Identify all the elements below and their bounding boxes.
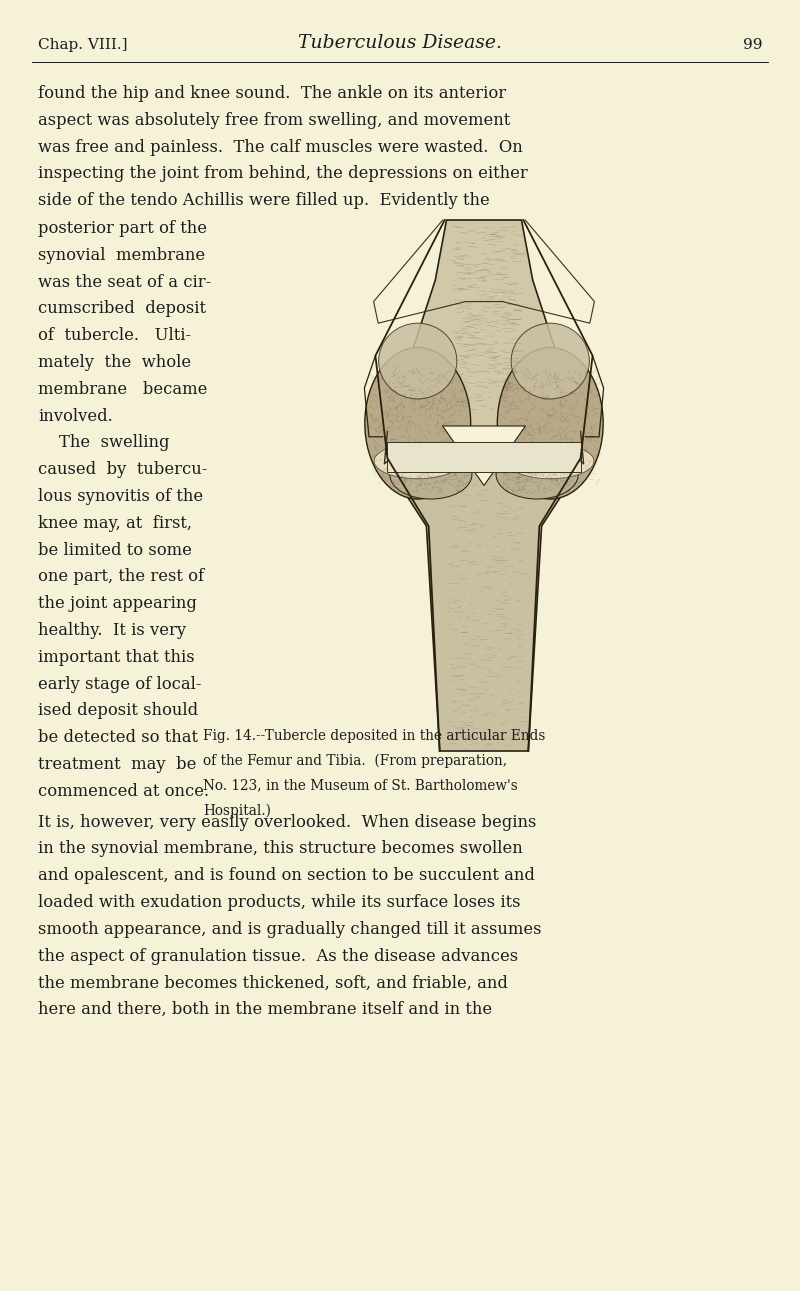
Text: aspect was absolutely free from swelling, and movement: aspect was absolutely free from swelling… (38, 112, 510, 129)
Text: involved.: involved. (38, 408, 113, 425)
Text: Tuberculous Disease.: Tuberculous Disease. (298, 34, 502, 52)
Ellipse shape (506, 444, 594, 479)
Text: Chap. VIII.]: Chap. VIII.] (38, 37, 127, 52)
Text: found the hip and knee sound.  The ankle on its anterior: found the hip and knee sound. The ankle … (38, 85, 506, 102)
Text: Hospital.): Hospital.) (203, 803, 271, 817)
Text: was the seat of a cir-: was the seat of a cir- (38, 274, 211, 290)
Text: No. 123, in the Museum of St. Bartholomew's: No. 123, in the Museum of St. Bartholome… (203, 778, 518, 793)
Ellipse shape (496, 451, 578, 500)
Text: membrane   became: membrane became (38, 381, 207, 398)
Text: and opalescent, and is found on section to be succulent and: and opalescent, and is found on section … (38, 868, 535, 884)
Text: cumscribed  deposit: cumscribed deposit (38, 301, 206, 318)
Text: inspecting the joint from behind, the depressions on either: inspecting the joint from behind, the de… (38, 165, 528, 182)
Polygon shape (387, 461, 581, 751)
Polygon shape (463, 443, 505, 461)
Text: loaded with exudation products, while its surface loses its: loaded with exudation products, while it… (38, 893, 521, 911)
Polygon shape (382, 219, 586, 434)
Text: in the synovial membrane, this structure becomes swollen: in the synovial membrane, this structure… (38, 840, 522, 857)
Ellipse shape (511, 323, 590, 399)
Text: the membrane becomes thickened, soft, and friable, and: the membrane becomes thickened, soft, an… (38, 975, 508, 991)
Ellipse shape (498, 347, 603, 500)
Text: synovial  membrane: synovial membrane (38, 247, 205, 263)
Text: of the Femur and Tibia.  (From preparation,: of the Femur and Tibia. (From preparatio… (203, 754, 507, 768)
Text: ised deposit should: ised deposit should (38, 702, 198, 719)
Text: be limited to some: be limited to some (38, 542, 192, 559)
Text: caused  by  tubercu-: caused by tubercu- (38, 461, 207, 478)
Text: was free and painless.  The calf muscles were wasted.  On: was free and painless. The calf muscles … (38, 138, 522, 156)
Text: of  tubercle.   Ulti-: of tubercle. Ulti- (38, 327, 191, 345)
Text: The  swelling: The swelling (38, 434, 170, 452)
Text: mately  the  whole: mately the whole (38, 354, 191, 371)
Bar (387, 443, 581, 473)
Text: here and there, both in the membrane itself and in the: here and there, both in the membrane its… (38, 1002, 492, 1019)
Text: the aspect of granulation tissue.  As the disease advances: the aspect of granulation tissue. As the… (38, 948, 518, 964)
Text: It is, however, very easily overlooked.  When disease begins: It is, however, very easily overlooked. … (38, 813, 536, 830)
Text: 99: 99 (742, 37, 762, 52)
Text: be detected so that: be detected so that (38, 729, 198, 746)
Ellipse shape (374, 444, 462, 479)
Text: important that this: important that this (38, 649, 194, 666)
Text: knee may, at  first,: knee may, at first, (38, 515, 192, 532)
Text: one part, the rest of: one part, the rest of (38, 568, 204, 585)
Ellipse shape (378, 323, 457, 399)
Ellipse shape (365, 347, 470, 500)
Polygon shape (442, 426, 526, 485)
Text: posterior part of the: posterior part of the (38, 219, 207, 238)
Text: early stage of local-: early stage of local- (38, 675, 202, 692)
Text: commenced at once.: commenced at once. (38, 782, 209, 800)
Text: treatment  may  be: treatment may be (38, 757, 196, 773)
Text: smooth appearance, and is gradually changed till it assumes: smooth appearance, and is gradually chan… (38, 920, 542, 937)
Ellipse shape (390, 451, 472, 500)
Text: lous synovitis of the: lous synovitis of the (38, 488, 203, 505)
Text: side of the tendo Achillis were filled up.  Evidently the: side of the tendo Achillis were filled u… (38, 192, 490, 209)
Text: the joint appearing: the joint appearing (38, 595, 197, 612)
Text: healthy.  It is very: healthy. It is very (38, 622, 186, 639)
Text: Fig. 14.--Tubercle deposited in the articular Ends: Fig. 14.--Tubercle deposited in the arti… (203, 729, 546, 744)
